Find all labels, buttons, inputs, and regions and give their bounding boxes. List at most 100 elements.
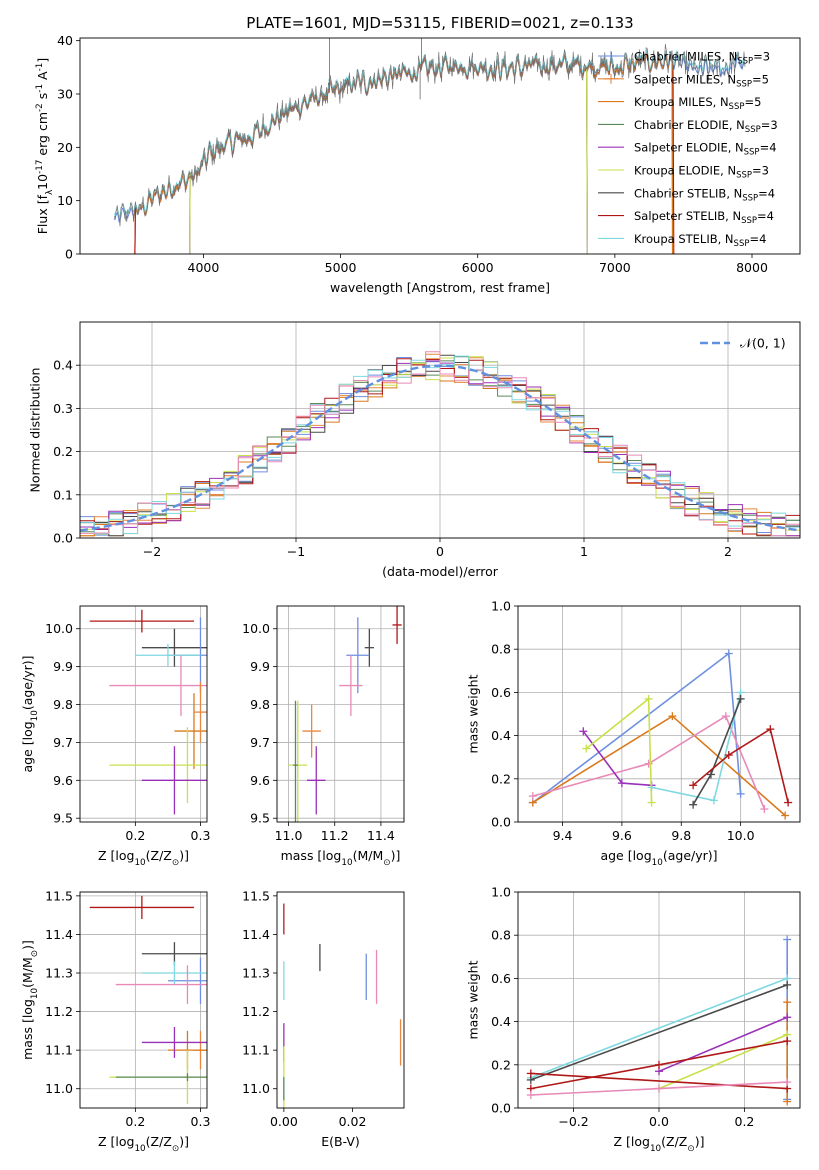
legend-label: Kroupa ELODIE, NSSP=3: [634, 164, 769, 181]
x-tick-label: −0.2: [558, 1114, 588, 1129]
y-tick-label: 0.4: [53, 358, 73, 373]
y-tick-label: 10.0: [45, 621, 73, 636]
x-tick-label: 0.3: [191, 1114, 211, 1129]
y-tick-label: 11.3: [45, 966, 73, 981]
plot-area: [89, 895, 207, 1105]
plot-area: [283, 903, 402, 1108]
legend-label: Chabrier ELODIE, NSSP=3: [634, 118, 778, 135]
plot-weight_vs_Z: −0.2 0.0 0.2 0.0 0.2 0.4 0.6 0.8 1.0 Z [log10(Z/Z…: [466, 885, 801, 1154]
y-tick-label: 11.0: [242, 1081, 270, 1096]
x-tick-label: 7000: [599, 260, 631, 275]
plot-area: [89, 609, 207, 815]
y-tick-label: 9.5: [250, 811, 270, 826]
y-tick-label: 1.0: [491, 885, 511, 900]
plot-residuals: −2 −1 0 1 2 0.0 0.1 0.2 0.3 0.4 (data-model)/error…: [28, 321, 801, 579]
x-axis-label: age [log10(age/yr)]: [600, 848, 717, 868]
plot-age_vs_Z: 0.2 0.3 9.5 9.6 9.7 9.8 9.9 10.0 Z [log10(Z/Z⊙)]…: [20, 605, 211, 868]
y-tick-label: 0.8: [491, 642, 511, 657]
axes-frame: [517, 605, 801, 823]
series-line-salpeter_elodie: [582, 730, 652, 787]
plot-age_vs_mass: 11.0 11.2 11.4 9.5 9.6 9.7 9.8 9.9 10.0 mass [log…: [242, 605, 405, 868]
x-tick-label: 1: [580, 544, 588, 559]
y-tick-label: 30: [57, 87, 73, 102]
y-axis-label: Flux [fλ10-17 erg cm-2 s-1 A-1]: [35, 58, 55, 235]
axes-frame: [79, 891, 208, 1109]
y-axis-label: mass weight: [466, 960, 481, 1039]
y-tick-label: 0.4: [491, 1014, 511, 1029]
plot-mass_vs_Z: 0.2 0.3 11.0 11.1 11.2 11.3 11.4 11.5 Z [log10(Z…: [20, 888, 211, 1154]
plot-mass_vs_ebv: 0.00 0.02 11.0 11.1 11.2 11.3 11.4 11.5 E(B-V): [242, 888, 405, 1149]
y-tick-label: 9.6: [53, 773, 73, 788]
y-axis-label: Normed distribution: [28, 368, 43, 493]
y-tick-label: 0.2: [491, 1057, 511, 1072]
axes-frame: [517, 891, 801, 1109]
x-tick-label: 0.2: [735, 1114, 755, 1129]
legend-label: Kroupa STELIB, NSSP=4: [634, 232, 766, 249]
legend-label: Chabrier MILES, NSSP=3: [634, 50, 770, 67]
x-axis-label: Z [log10(Z/Z⊙)]: [98, 848, 189, 868]
legend-label: 𝒩(0, 1): [740, 336, 786, 351]
x-tick-label: 0.3: [191, 828, 211, 843]
x-tick-label: 6000: [462, 260, 494, 275]
y-tick-label: 11.5: [45, 888, 73, 903]
x-tick-label: 0.02: [339, 1114, 367, 1129]
x-tick-label: 2: [724, 544, 732, 559]
series-line-pink: [532, 715, 766, 810]
x-axis-label: (data-model)/error: [382, 564, 499, 579]
plot-area: [80, 351, 800, 538]
y-tick-label: 9.7: [250, 735, 270, 750]
series-line-salpeter_stelib: [530, 1072, 788, 1090]
axes-frame: [276, 605, 405, 823]
series-line-chabrier_stelib: [530, 984, 788, 1081]
x-axis-label: Z [log10(Z/Z⊙)]: [98, 1134, 189, 1154]
y-tick-label: 0.0: [491, 815, 511, 830]
series-line-kroupa_stelib: [530, 977, 788, 1079]
y-tick-label: 9.8: [250, 697, 270, 712]
series-line-chabrier_miles: [532, 651, 742, 804]
figure-title: PLATE=1601, MJD=53115, FIBERID=0021, z=0…: [246, 14, 633, 32]
y-tick-label: 10: [57, 193, 73, 208]
y-tick-label: 9.7: [53, 735, 73, 750]
series-line-kroupa_miles: [532, 715, 786, 817]
observed-spectrum: [114, 43, 746, 227]
x-tick-label: 5000: [325, 260, 357, 275]
y-tick-label: 11.1: [45, 1043, 73, 1058]
legend-label: Salpeter MILES, NSSP=5: [634, 72, 769, 89]
x-tick-label: 11.2: [321, 828, 349, 843]
legend-label: Kroupa MILES, NSSP=5: [634, 95, 761, 112]
x-tick-label: 0.0: [649, 1114, 669, 1129]
series-line-kroupa_stelib: [651, 692, 742, 802]
y-tick-label: 11.4: [242, 927, 270, 942]
plot-area: [528, 649, 793, 820]
y-tick-label: 11.1: [242, 1043, 270, 1058]
y-tick-label: 9.9: [250, 659, 270, 674]
y-tick-label: 0.6: [491, 685, 511, 700]
plot-area: [113, 38, 746, 254]
legend-label: Salpeter ELODIE, NSSP=4: [634, 141, 777, 158]
x-tick-label: 10.0: [727, 828, 755, 843]
plot-weight_vs_age: 9.4 9.6 9.8 10.0 0.0 0.2 0.4 0.6 0.8 1.0 age [log1…: [466, 599, 801, 868]
y-tick-label: 9.5: [53, 811, 73, 826]
y-tick-label: 1.0: [491, 599, 511, 614]
y-tick-label: 0: [65, 247, 73, 262]
legend-label: Chabrier STELIB, NSSP=4: [634, 186, 775, 203]
y-tick-label: 9.8: [53, 697, 73, 712]
y-tick-label: 11.5: [242, 888, 270, 903]
plot-area: [526, 935, 792, 1106]
plot-spectrum: 4000 5000 6000 7000 8000 0 10 20 30 40 wavelength …: [35, 33, 801, 295]
x-tick-label: 4000: [188, 260, 220, 275]
y-tick-label: 11.2: [45, 1004, 73, 1019]
x-tick-label: 11.4: [367, 828, 395, 843]
y-tick-label: 10.0: [242, 621, 270, 636]
y-tick-label: 9.6: [250, 773, 270, 788]
x-axis-label: wavelength [Angstrom, rest frame]: [330, 280, 550, 295]
y-tick-label: 0.6: [491, 971, 511, 986]
y-tick-label: 11.0: [45, 1081, 73, 1096]
x-tick-label: 9.6: [612, 828, 632, 843]
y-tick-label: 11.3: [242, 966, 270, 981]
y-tick-label: 9.9: [53, 659, 73, 674]
y-tick-label: 40: [57, 33, 73, 48]
series-line-kroupa_elodie: [658, 1033, 788, 1090]
x-axis-label: Z [log10(Z/Z⊙)]: [613, 1134, 704, 1154]
x-axis-label: E(B-V): [321, 1134, 360, 1149]
